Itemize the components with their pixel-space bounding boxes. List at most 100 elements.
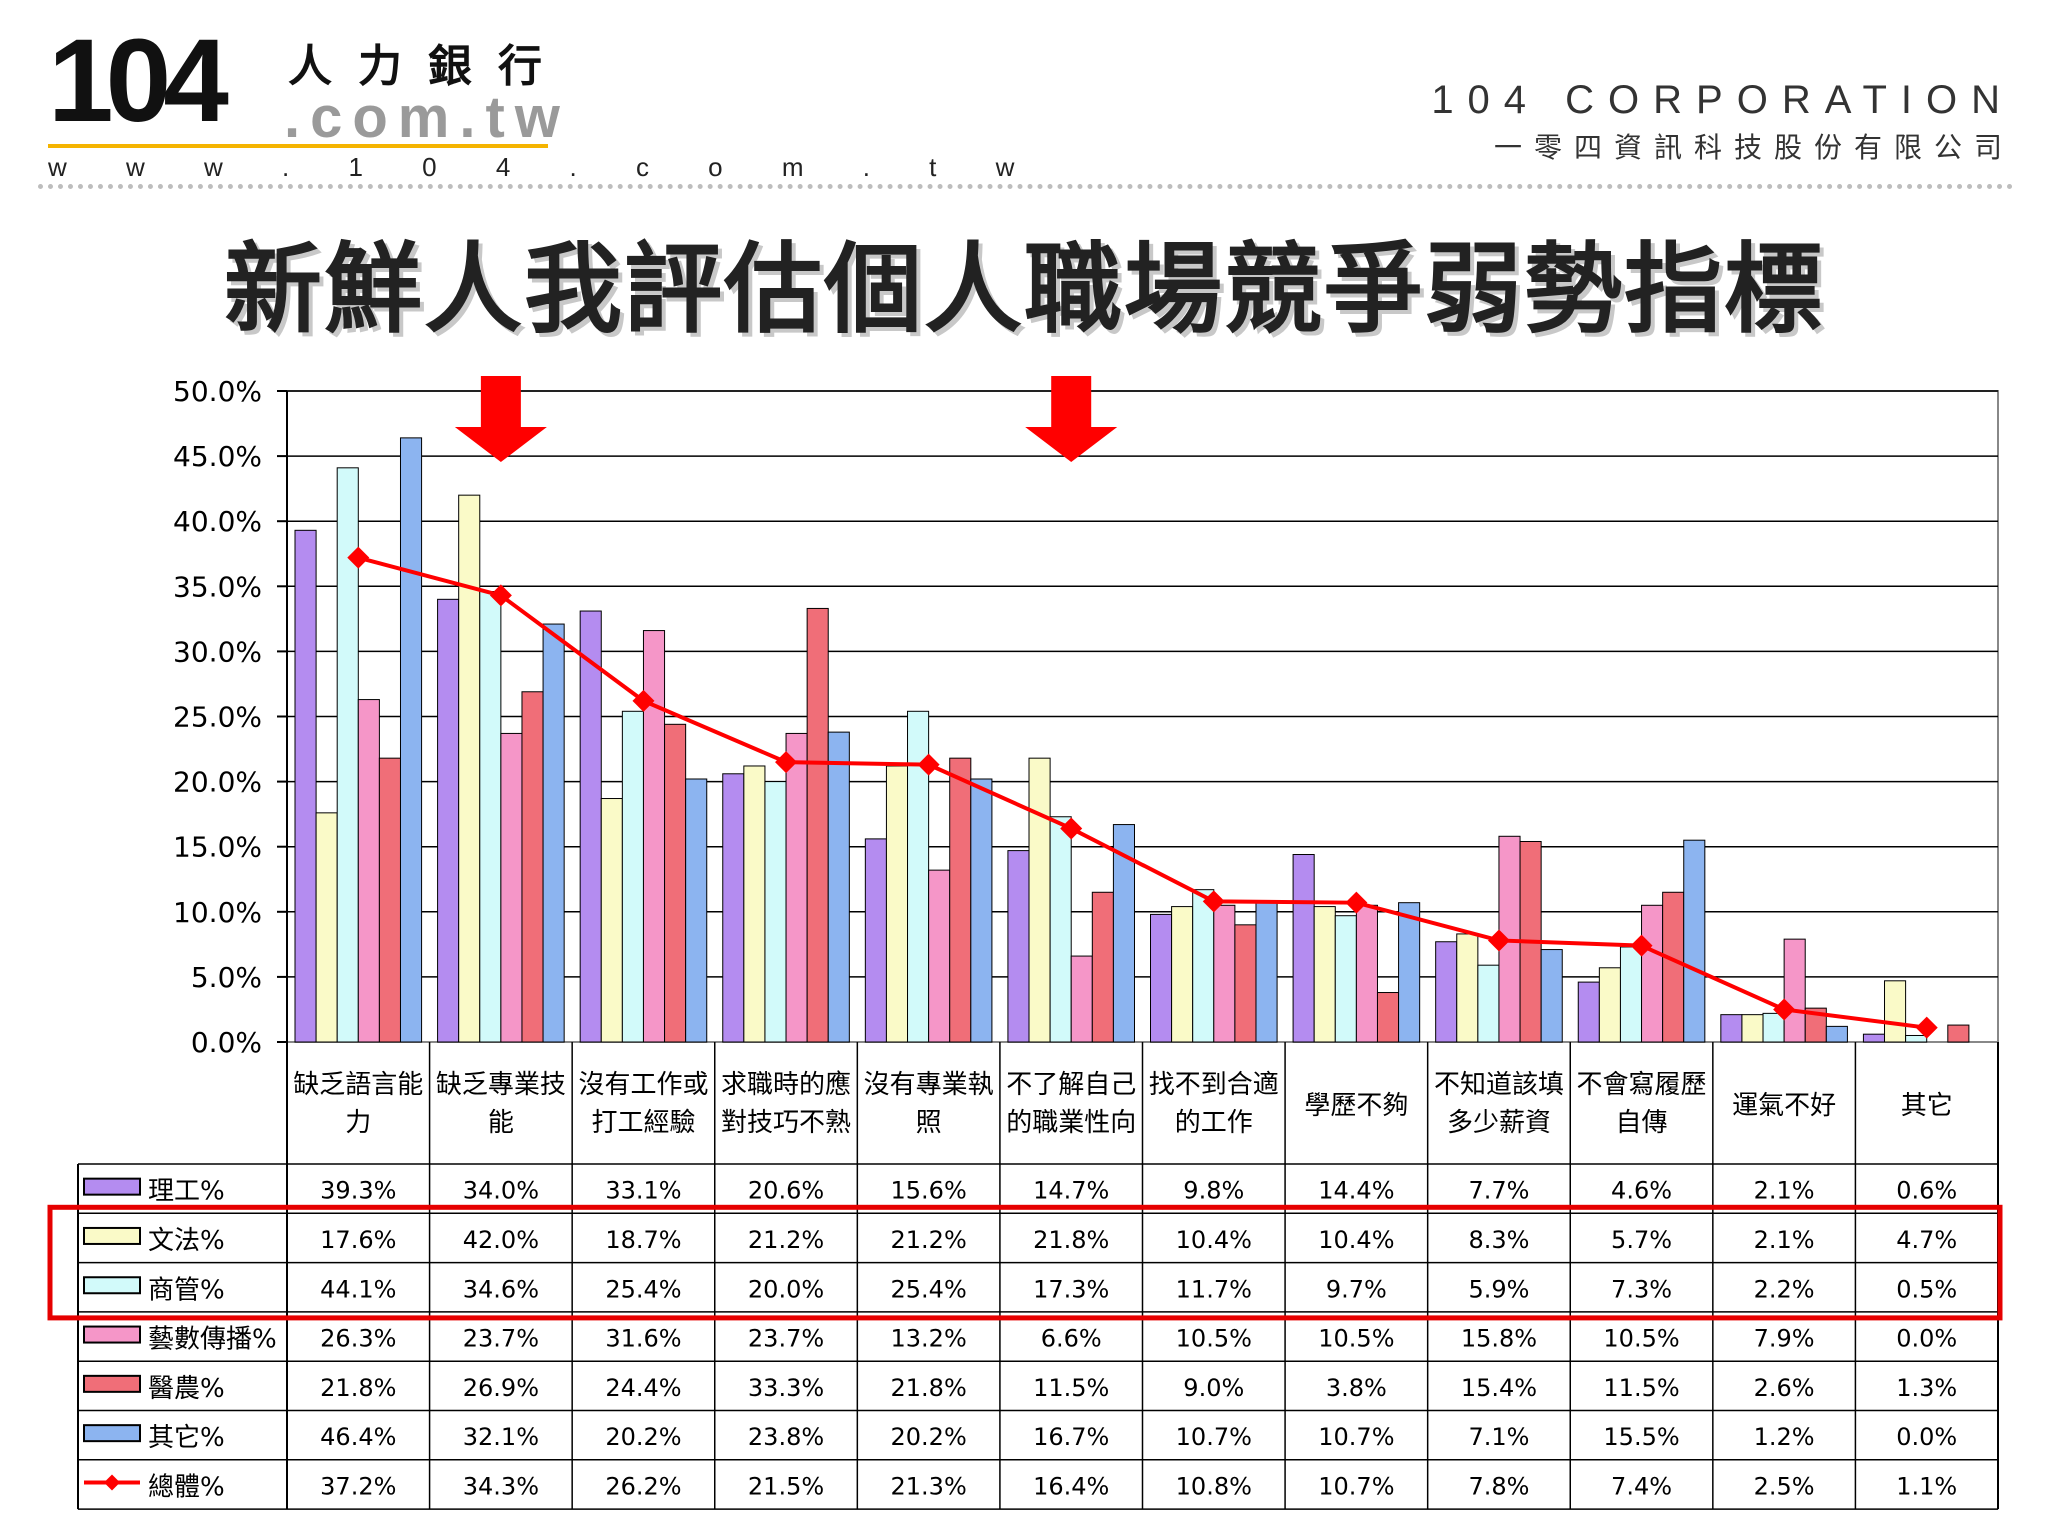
bar [521,691,544,1043]
table-cell-value: 9.0% [1183,1374,1244,1402]
bar [806,607,829,1043]
total-marker [775,751,798,774]
table-cell-value: 46.4% [320,1423,396,1451]
logo-number: 104 [48,15,229,147]
table-cell-value: 17.3% [1033,1275,1109,1303]
bar [1762,1012,1785,1043]
legend-label: 醫農% [148,1374,225,1404]
bar [1862,1033,1886,1043]
table-cell-value: 26.9% [463,1374,539,1402]
y-tick-label: 5.0% [191,961,262,994]
total-marker [1487,929,1510,952]
corporation-name-en: 104 CORPORATION [1431,78,2014,122]
total-marker [489,584,512,607]
table-cell-value: 20.0% [748,1275,824,1303]
legend-label: 藝數傳播% [148,1325,277,1355]
legend-key-swatch [83,1325,141,1344]
bar [1598,967,1621,1043]
down-arrow-icon [1025,376,1118,462]
corporation-name-cn: 一零四資訊科技股份有限公司 [1493,131,2014,164]
bar [864,838,887,1043]
table-cell-value: 34.3% [463,1472,539,1500]
table-cell-value: 10.4% [1176,1226,1252,1254]
table-cell-value: 32.1% [463,1423,539,1451]
bar [1947,1024,1970,1043]
category-label: 運氣不好 [1732,1091,1836,1121]
table-cell-value: 4.6% [1611,1177,1672,1205]
company-logo: 104 人力銀行 .com.tw w w w . 1 0 4 . c o m .… [48,15,1014,182]
legend-key-swatch [83,1177,141,1196]
table-cell-value: 44.1% [320,1275,396,1303]
y-tick-label: 35.0% [173,570,262,603]
bar [1783,938,1806,1043]
table-cell-value: 17.6% [320,1226,396,1254]
table-cell-value: 15.8% [1461,1325,1537,1353]
bar [1255,902,1278,1043]
table-cell-value: 21.3% [891,1472,967,1500]
table-cell-value: 11.5% [1603,1374,1679,1402]
bar [785,732,808,1043]
table-cell-value: 20.2% [605,1423,681,1451]
bar [1884,980,1907,1043]
bar [294,529,317,1043]
y-tick-label: 10.0% [173,896,262,929]
y-tick-label: 30.0% [173,635,262,668]
y-tick-label: 40.0% [173,505,262,538]
y-tick-label: 45.0% [173,440,262,473]
category-label: 的職業性向 [1006,1108,1136,1138]
table-cell-value: 11.7% [1176,1275,1252,1303]
table-cell-value: 23.7% [463,1325,539,1353]
table-cell-value: 0.0% [1896,1423,1957,1451]
table-cell-value: 9.7% [1326,1275,1387,1303]
total-marker [1630,934,1653,957]
table-cell-value: 10.7% [1318,1472,1394,1500]
y-tick-label: 50.0% [173,375,262,408]
table-cell-value: 10.5% [1318,1325,1394,1353]
table-cell-value: 10.8% [1176,1472,1252,1500]
table-cell-value: 10.5% [1603,1325,1679,1353]
category-label: 沒有專業執 [864,1070,994,1100]
table-cell-value: 7.9% [1754,1325,1815,1353]
table-cell-value: 2.5% [1754,1472,1815,1500]
bar [1112,824,1136,1043]
table-cell-value: 7.8% [1468,1472,1529,1500]
table-cell-value: 0.0% [1896,1325,1957,1353]
legend-key-swatch [83,1226,141,1245]
legend-key-swatch [83,1374,141,1393]
y-tick-label: 20.0% [173,766,262,799]
table-cell-value: 20.6% [748,1177,824,1205]
table-cell-value: 14.7% [1033,1177,1109,1205]
table-cell-value: 7.4% [1611,1472,1672,1500]
table-cell-value: 15.5% [1603,1423,1679,1451]
table-cell-value: 15.6% [891,1177,967,1205]
bar [928,869,951,1043]
table-cell-value: 34.0% [463,1177,539,1205]
header-divider [38,184,2014,189]
category-label: 不了解自己 [1006,1070,1136,1100]
bar [542,623,565,1043]
table-cell-value: 16.4% [1033,1472,1109,1500]
table-cell-value: 42.0% [463,1226,539,1254]
bar [827,731,850,1043]
bar [315,812,338,1043]
table-cell-value: 13.2% [891,1325,967,1353]
table-cell-value: 21.5% [748,1472,824,1500]
bar [743,765,766,1043]
table-cell-value: 24.4% [605,1374,681,1402]
bar [1376,992,1400,1043]
bar [1577,981,1600,1043]
legend-label: 文法% [148,1226,225,1256]
bar [1662,891,1685,1043]
legend-key-swatch [83,1276,141,1295]
table-cell-value: 33.3% [748,1374,824,1402]
table-cell-value: 6.6% [1041,1325,1102,1353]
table-cell-value: 0.5% [1896,1275,1957,1303]
table-cell-value: 4.7% [1896,1226,1957,1254]
bar [1334,915,1357,1043]
bar [479,591,502,1043]
category-label: 照 [916,1108,942,1138]
category-label: 找不到合適 [1149,1070,1279,1100]
table-cell-value: 20.2% [891,1423,967,1451]
total-marker [1915,1016,1938,1039]
